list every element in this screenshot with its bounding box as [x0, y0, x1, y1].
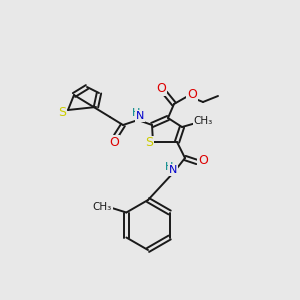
Text: O: O — [198, 154, 208, 166]
Text: H: H — [165, 162, 173, 172]
Text: H: H — [132, 108, 140, 118]
Text: S: S — [145, 136, 153, 149]
Text: O: O — [156, 82, 166, 95]
Text: CH₃: CH₃ — [194, 116, 213, 126]
Text: S: S — [58, 106, 66, 118]
Text: CH₃: CH₃ — [93, 202, 112, 212]
Text: O: O — [109, 136, 119, 148]
Text: N: N — [169, 165, 177, 175]
Text: O: O — [187, 88, 197, 100]
Text: N: N — [136, 111, 144, 121]
